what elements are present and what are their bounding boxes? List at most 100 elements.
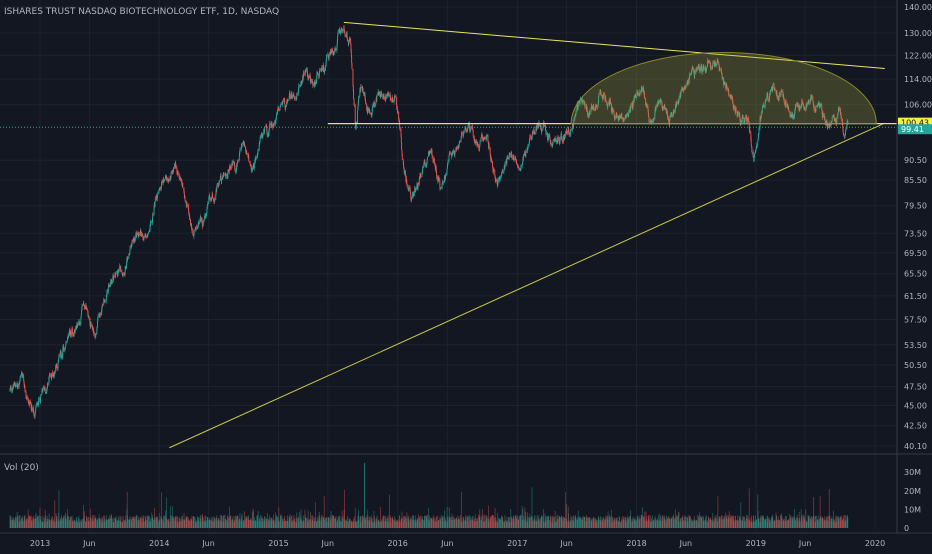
candle-body xyxy=(13,384,14,387)
candle-body xyxy=(512,156,513,157)
volume-bar xyxy=(169,519,170,528)
candle-body xyxy=(370,113,371,115)
volume-bar xyxy=(573,521,574,528)
volume-bar xyxy=(784,518,785,528)
candle-body xyxy=(571,130,572,131)
volume-bar xyxy=(564,517,565,528)
volume-bar xyxy=(498,518,499,528)
candle-body xyxy=(75,327,76,331)
candle-body xyxy=(313,84,314,85)
volume-bar xyxy=(171,516,172,528)
volume-bar xyxy=(514,521,515,528)
candle-body xyxy=(351,56,352,64)
volume-bar xyxy=(31,520,32,528)
volume-bar xyxy=(562,519,563,528)
volume-bar xyxy=(235,516,236,528)
volume-bar xyxy=(692,522,693,528)
candle-body xyxy=(487,135,488,141)
volume-bar xyxy=(701,517,702,528)
volume-bar xyxy=(384,521,385,528)
volume-bar xyxy=(102,521,103,528)
candle-body xyxy=(233,161,234,163)
volume-bar xyxy=(260,515,261,528)
candle-body xyxy=(521,166,522,167)
volume-bar xyxy=(825,520,826,528)
volume-bar xyxy=(432,519,433,528)
candle-body xyxy=(464,131,465,132)
volume-bar xyxy=(416,521,417,528)
volume-bar xyxy=(68,517,69,528)
candle-body xyxy=(569,132,570,134)
candle-body xyxy=(509,153,510,155)
candle-body xyxy=(134,239,135,241)
volume-bar xyxy=(173,517,174,528)
candle-body xyxy=(448,161,449,165)
volume-bar xyxy=(162,520,163,528)
volume-bar xyxy=(402,518,403,528)
candle-body xyxy=(516,161,517,164)
candle-body xyxy=(108,288,109,293)
volume-bar xyxy=(354,516,355,528)
volume-bar xyxy=(429,520,430,528)
candle-body xyxy=(175,164,176,168)
volume-bar xyxy=(788,519,789,528)
volume-bar xyxy=(560,518,561,528)
candle-body xyxy=(79,322,80,324)
volume-bar xyxy=(457,517,458,528)
candle-body xyxy=(253,165,254,168)
candle-body xyxy=(95,334,96,335)
volume-bar xyxy=(66,519,67,528)
candle-body xyxy=(81,315,82,318)
candle-body xyxy=(359,90,360,96)
volume-bar xyxy=(283,521,284,528)
volume-bar xyxy=(587,517,588,528)
volume-bar xyxy=(73,521,74,528)
volume-bar xyxy=(772,517,773,528)
volume-bar xyxy=(653,520,654,528)
volume-bar xyxy=(358,520,359,528)
volume-bar xyxy=(91,518,92,528)
candle-body xyxy=(228,170,229,172)
candle-body xyxy=(400,129,401,130)
volume-bar xyxy=(434,518,435,528)
volume-bar xyxy=(107,520,108,528)
candle-body xyxy=(441,188,442,189)
volume-bar xyxy=(532,521,533,528)
candle-body xyxy=(496,179,497,181)
volume-bar xyxy=(816,516,817,528)
candle-body xyxy=(194,230,195,233)
candle-body xyxy=(445,175,446,177)
candle-body xyxy=(337,36,338,41)
candle-body xyxy=(477,144,478,145)
volume-bar xyxy=(77,521,78,528)
candle-body xyxy=(454,151,455,155)
candle-body xyxy=(365,101,366,103)
volume-bar xyxy=(141,522,142,528)
candle-body xyxy=(50,373,51,376)
volume-bar xyxy=(217,521,218,528)
volume-bar xyxy=(422,520,423,528)
candle-body xyxy=(73,334,74,336)
candle-body xyxy=(35,411,36,413)
volume-bar xyxy=(557,515,558,528)
candle-body xyxy=(308,76,309,78)
volume-bar xyxy=(377,515,378,528)
candle-body xyxy=(129,250,130,254)
volume-bar xyxy=(226,520,227,528)
volume-bar xyxy=(368,516,369,528)
candle-body xyxy=(500,177,501,178)
volume-bar xyxy=(139,520,140,528)
candle-body xyxy=(377,95,378,96)
candle-body xyxy=(452,151,453,154)
candle-body xyxy=(80,318,81,324)
volume-bar xyxy=(98,518,99,528)
volume-bar xyxy=(582,516,583,528)
volume-bar xyxy=(150,522,151,528)
candle-body xyxy=(466,130,467,132)
volume-bar xyxy=(89,521,90,528)
volume-bar xyxy=(425,516,426,528)
volume-bar xyxy=(640,518,641,528)
volume-bar xyxy=(809,516,810,528)
volume-bar xyxy=(722,519,723,528)
